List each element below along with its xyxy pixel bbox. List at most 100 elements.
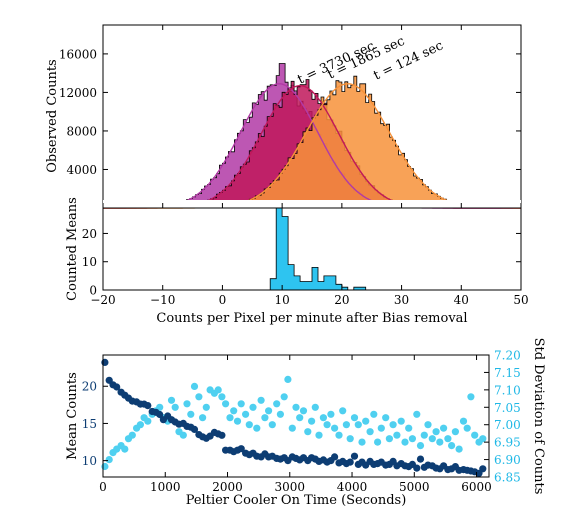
x-tick-label: 40: [454, 293, 469, 307]
std-deviation-point: [284, 375, 292, 383]
std-deviation-point: [265, 407, 273, 415]
x-tick-label: −20: [90, 293, 115, 307]
std-deviation-point: [257, 396, 265, 404]
mean-count-point: [346, 458, 354, 466]
std-deviation-point: [136, 421, 144, 429]
std-deviation-point: [242, 410, 250, 418]
y-tick-label: 16000: [59, 47, 97, 61]
std-deviation-point: [385, 435, 393, 443]
std-deviation-point: [226, 414, 234, 422]
std-deviation-point: [339, 407, 347, 415]
std-deviation-point: [144, 417, 152, 425]
std-deviation-point: [101, 462, 109, 471]
std-deviation-point: [459, 417, 468, 425]
std-deviation-point: [455, 445, 463, 453]
std-deviation-point: [245, 421, 253, 429]
x-tick-label: 30: [394, 293, 409, 307]
mean-count-point: [101, 358, 109, 366]
std-deviation-point: [346, 435, 354, 443]
std-deviation-point: [366, 428, 374, 436]
y-tick-label: 0: [89, 284, 97, 298]
x-tick-label: 1000: [150, 480, 181, 494]
std-deviation-point: [331, 424, 339, 432]
std-deviation-point: [308, 417, 316, 425]
counted-means-y-ticks: 0 10 20: [82, 227, 521, 298]
y-tick-label: 8000: [66, 124, 97, 138]
x-tick-label: 20: [334, 293, 349, 307]
std-deviation-point: [405, 424, 413, 432]
y-tick-label-right: 6.90: [494, 453, 521, 467]
std-deviation-point: [327, 410, 335, 418]
std-deviation-point: [432, 428, 440, 436]
std-deviation-point: [273, 400, 281, 408]
std-deviation-point: [358, 438, 366, 446]
std-deviation-point: [420, 431, 428, 439]
x-tick-label: 10: [275, 293, 290, 307]
overflow-mask: [103, 200, 521, 208]
mean-count-point: [156, 410, 164, 419]
std-deviation-point: [304, 428, 312, 436]
y-tick-label-right: 7.10: [494, 383, 521, 397]
x-tick-label: 0: [99, 480, 107, 494]
counted-means-plot-area: [103, 200, 521, 291]
y-tick-label: 10: [82, 255, 97, 269]
std-deviation-point: [187, 410, 195, 418]
counted-means-x-label: Counts per Pixel per minute after Bias r…: [156, 311, 467, 326]
x-tick-label: 2000: [212, 480, 243, 494]
std-deviation-point: [167, 396, 176, 404]
y-tick-label: 4000: [66, 163, 97, 177]
std-deviation-point: [451, 428, 459, 436]
observed-counts-plot-area: [103, 63, 521, 209]
std-deviation-point: [218, 393, 226, 401]
std-deviation-point: [296, 414, 304, 422]
std-deviation-y-ticks: 6.85 6.90 6.95 7.00 7.05 7.10 7.15 7.20: [484, 349, 521, 485]
std-deviation-point: [362, 417, 370, 425]
x-tick-label: 50: [513, 293, 528, 307]
mean-count-point: [413, 464, 421, 472]
std-deviation-point: [354, 421, 362, 429]
std-deviation-point: [440, 424, 448, 432]
std-deviation-point: [222, 400, 230, 408]
std-deviation-point: [479, 435, 487, 443]
std-deviation-point: [335, 431, 343, 439]
std-deviation-point: [179, 431, 187, 439]
std-deviation-point: [377, 424, 385, 432]
std-deviation-point: [237, 400, 245, 408]
y-tick-label: 15: [82, 417, 97, 431]
std-deviation-point: [230, 407, 238, 415]
counted-means-x-ticks: −20 −10 0 10 20 30 40 50: [90, 25, 529, 307]
std-deviation-point: [315, 431, 323, 439]
std-deviation-point: [156, 403, 164, 411]
std-deviation-point: [463, 424, 471, 432]
mean-count-point: [190, 425, 199, 433]
std-deviation-point: [199, 414, 207, 422]
y-tick-label: 20: [82, 380, 97, 394]
mean-counts-y-label: Mean Counts: [65, 372, 80, 460]
std-deviation-point: [428, 435, 436, 443]
y-tick-label-right: 7.15: [494, 366, 521, 380]
mean-count-point: [331, 453, 339, 461]
std-deviation-point: [128, 431, 136, 439]
std-deviation-point: [202, 403, 210, 411]
std-deviation-point: [467, 393, 475, 401]
std-deviation-point: [183, 400, 191, 408]
counted-means-panel: 0 10 20 −20 −10 0 10 20 30 40 50 Counted Means Co…: [65, 25, 529, 326]
std-deviation-point: [408, 435, 416, 443]
std-deviation-point: [249, 403, 257, 411]
std-deviation-point: [413, 410, 421, 418]
x-tick-label: 6000: [461, 480, 492, 494]
observed-counts-y-label: Observed Counts: [45, 59, 60, 172]
std-deviation-point: [424, 421, 432, 429]
std-deviation-point: [190, 382, 199, 390]
std-deviation-point: [401, 438, 409, 446]
std-deviation-point: [393, 431, 401, 439]
std-deviation-point: [121, 445, 129, 453]
y-tick-label-right: 7.00: [494, 418, 521, 432]
x-tick-label: −10: [150, 293, 175, 307]
peltier-x-label: Peltier Cooler On Time (Seconds): [186, 493, 407, 508]
mean-counts-y-ticks: 10 15 20: [82, 380, 108, 468]
std-deviation-point: [195, 393, 203, 401]
y-tick-label-right: 6.95: [494, 436, 521, 450]
